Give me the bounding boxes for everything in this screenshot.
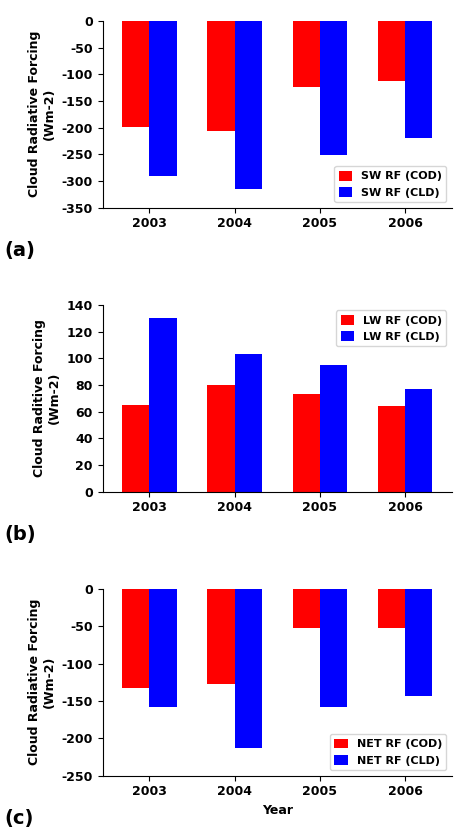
Bar xyxy=(122,21,150,127)
Bar xyxy=(293,394,320,492)
Bar xyxy=(122,405,150,492)
Text: (a): (a) xyxy=(5,241,35,260)
Bar xyxy=(150,589,177,707)
Y-axis label: Cloud Radiative Forcing
(Wm-2): Cloud Radiative Forcing (Wm-2) xyxy=(28,31,56,198)
Bar xyxy=(207,21,235,131)
Y-axis label: Cloud Radiative Forcing
(Wm-2): Cloud Radiative Forcing (Wm-2) xyxy=(28,599,56,766)
Bar xyxy=(378,21,405,81)
Bar xyxy=(293,589,320,628)
Bar xyxy=(405,389,432,492)
Bar xyxy=(122,589,150,688)
Bar xyxy=(293,21,320,87)
Bar xyxy=(405,21,432,138)
X-axis label: Year: Year xyxy=(262,804,293,816)
Legend: LW RF (COD), LW RF (CLD): LW RF (COD), LW RF (CLD) xyxy=(336,310,446,346)
Bar xyxy=(235,589,262,748)
Legend: SW RF (COD), SW RF (CLD): SW RF (COD), SW RF (CLD) xyxy=(334,166,446,202)
Y-axis label: Cloud Raditive Forcing
(Wm-2): Cloud Raditive Forcing (Wm-2) xyxy=(33,319,61,477)
Bar xyxy=(235,354,262,492)
Legend: NET RF (COD), NET RF (CLD): NET RF (COD), NET RF (CLD) xyxy=(330,734,446,770)
Bar xyxy=(207,589,235,685)
Bar xyxy=(378,589,405,628)
Bar xyxy=(405,589,432,696)
Bar xyxy=(320,21,347,155)
Bar xyxy=(320,589,347,707)
Text: (c): (c) xyxy=(5,809,34,828)
Bar xyxy=(207,384,235,492)
Text: (b): (b) xyxy=(5,525,36,545)
Bar xyxy=(150,318,177,492)
Bar xyxy=(235,21,262,189)
Bar xyxy=(150,21,177,176)
Bar xyxy=(378,406,405,492)
Bar xyxy=(320,364,347,492)
